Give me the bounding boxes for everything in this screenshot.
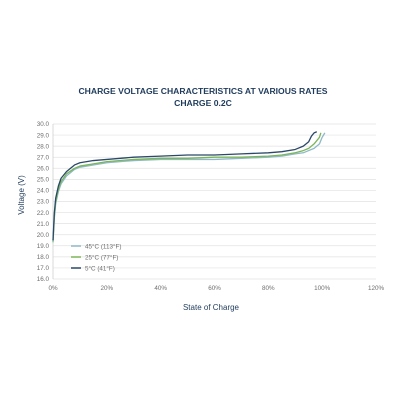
legend-label: 25°C (77°F) <box>85 253 118 261</box>
chart-title: CHARGE VOLTAGE CHARACTERISTICS AT VARIOU… <box>78 86 327 96</box>
x-tick-label: 20% <box>101 285 114 292</box>
series-line-2 <box>52 131 318 241</box>
y-tick-label: 27.0 <box>37 154 50 161</box>
x-tick-label: 0% <box>48 285 58 292</box>
x-axis-label: State of Charge <box>183 303 240 312</box>
y-tick-label: 19.0 <box>37 243 50 250</box>
y-tick-label: 20.0 <box>37 232 50 239</box>
y-tick-label: 28.0 <box>37 143 50 150</box>
y-tick-label: 18.0 <box>37 254 50 261</box>
y-tick-label: 26.0 <box>37 165 50 172</box>
series-line-0 <box>52 132 326 243</box>
series-line-1 <box>52 132 322 242</box>
x-tick-label: 120% <box>368 285 385 292</box>
legend: 45°C (113°F) 25°C (77°F) 5°C (41°F) <box>71 242 121 272</box>
y-tick-label: 16.0 <box>37 276 50 283</box>
series-lines <box>52 131 326 243</box>
y-tick-label: 21.0 <box>37 221 50 228</box>
y-tick-label: 22.0 <box>37 210 50 217</box>
legend-label: 5°C (41°F) <box>85 264 115 272</box>
x-tick-label: 80% <box>262 285 275 292</box>
chart-subtitle: CHARGE 0.2C <box>174 98 232 108</box>
y-axis-label: Voltage (V) <box>17 175 26 215</box>
y-axis-ticks: 16.0 17.0 18.0 19.0 20.0 21.0 22.0 23.0 24.0 25.0… <box>37 121 50 283</box>
x-axis-ticks: 0% 20% 40% 60% 80% 100% 120% <box>48 285 384 292</box>
y-tick-label: 25.0 <box>37 177 50 184</box>
x-tick-label: 100% <box>314 285 331 292</box>
grid <box>52 123 376 280</box>
y-tick-label: 30.0 <box>37 121 50 128</box>
y-tick-label: 24.0 <box>37 188 50 195</box>
x-tick-label: 40% <box>154 285 167 292</box>
y-tick-label: 29.0 <box>37 132 50 139</box>
legend-label: 45°C (113°F) <box>85 242 121 250</box>
y-tick-label: 23.0 <box>37 199 50 206</box>
x-tick-label: 60% <box>208 285 221 292</box>
y-tick-label: 17.0 <box>37 265 50 272</box>
